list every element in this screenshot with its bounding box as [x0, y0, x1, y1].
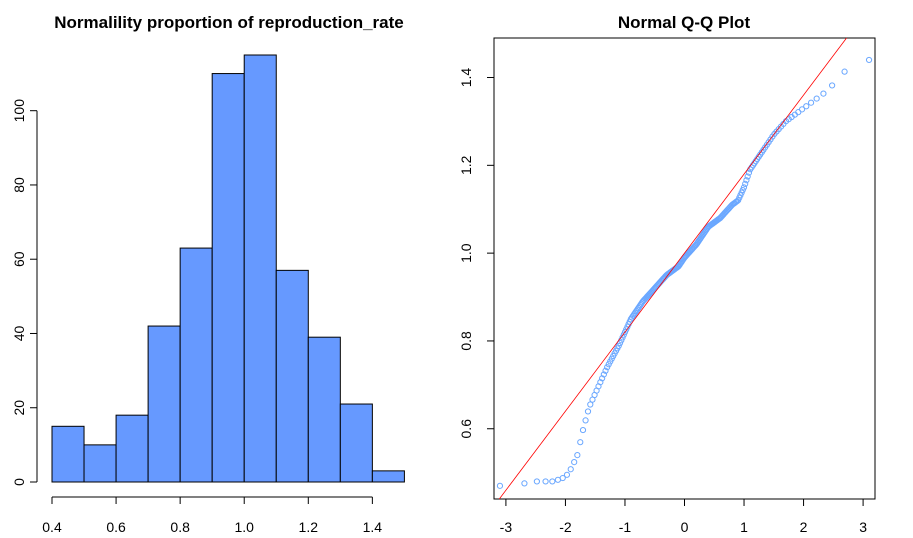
qq-x-tick-label: 1: [740, 519, 748, 535]
qq-x-tick-label: -3: [500, 519, 513, 535]
histogram-bars: [51, 54, 405, 483]
qq-point: [582, 417, 589, 424]
histogram-y-tick-label: 60: [11, 251, 27, 267]
qq-point: [559, 474, 566, 482]
qq-x-tick-label: -2: [559, 519, 572, 535]
histogram-x-tick-label: 0.4: [42, 519, 62, 535]
qq-point: [616, 339, 624, 347]
qq-y-tick-label: 0.6: [458, 419, 474, 439]
histogram-bar: [83, 444, 117, 483]
qq-point: [579, 426, 587, 434]
qq-point: [587, 401, 594, 408]
qq-point: [829, 82, 836, 89]
qq-y-tick-label: 0.8: [458, 331, 474, 351]
histogram-bar: [51, 425, 85, 483]
qq-x-tick-label: 3: [859, 519, 867, 535]
histogram-bar: [307, 336, 341, 483]
qq-point: [584, 408, 592, 415]
qq-plot-chart: Normal Q-Q Plot -3 -2 -1 0 1 2 3 0.6 0.8 1.0 1.2 1…: [458, 13, 876, 535]
histogram-y-tick-label: 40: [11, 325, 27, 341]
qq-point: [549, 478, 556, 485]
histogram-bar: [179, 247, 213, 483]
qq-point: [740, 184, 748, 191]
qq-point: [571, 459, 578, 466]
qq-point: [542, 478, 549, 485]
histogram-x-tick-label: 1.4: [363, 519, 383, 535]
qq-point: [533, 478, 540, 485]
qq-point: [807, 99, 815, 106]
qq-point: [521, 480, 528, 487]
histogram-x-tick-label: 1.2: [299, 519, 319, 535]
qq-point: [602, 367, 609, 374]
histogram-y-tick-label: 80: [11, 177, 27, 193]
qq-plot-x-axis: -3 -2 -1 0 1 2 3: [500, 499, 867, 535]
qq-x-tick-label: -1: [619, 519, 632, 535]
histogram-y-tick-label: 0: [11, 478, 27, 486]
qq-point: [745, 169, 753, 176]
qq-point: [742, 180, 749, 187]
qq-point: [563, 471, 571, 478]
qq-point: [744, 173, 751, 180]
qq-y-tick-label: 1.2: [458, 155, 474, 175]
qq-point: [599, 375, 606, 382]
qq-point: [813, 95, 820, 102]
qq-point: [600, 371, 607, 378]
histogram-x-tick-label: 1.0: [234, 519, 254, 535]
qq-plot-points: [496, 56, 873, 489]
qq-point: [841, 68, 848, 75]
histogram-x-tick-label: 0.6: [106, 519, 126, 535]
histogram-x-tick-label: 0.8: [170, 519, 190, 535]
histogram-y-tick-label: 20: [11, 400, 27, 416]
qq-y-tick-label: 1.0: [458, 243, 474, 263]
qq-plot-title: Normal Q-Q Plot: [618, 13, 751, 32]
histogram-bar: [243, 54, 277, 483]
histogram-bar: [147, 325, 181, 483]
histogram-bar: [371, 470, 405, 483]
histogram-bar: [115, 414, 149, 483]
qq-point: [577, 439, 584, 446]
histogram-y-tick-label: 100: [11, 99, 27, 123]
qq-point: [803, 103, 810, 110]
qq-point: [574, 452, 581, 459]
qq-point: [567, 466, 574, 473]
qq-x-tick-label: 2: [800, 519, 808, 535]
qq-plot-y-axis: 0.6 0.8 1.0 1.2 1.4: [458, 68, 494, 439]
qq-point: [496, 482, 504, 489]
histogram-chart: Normalility proportion of reproduction_r…: [11, 13, 405, 535]
qq-point: [820, 90, 827, 97]
qq-reference-line: [498, 37, 847, 500]
histogram-bar: [275, 269, 309, 483]
qq-point: [865, 56, 873, 64]
qq-point: [743, 177, 750, 184]
histogram-x-axis: 0.4 0.6 0.8 1.0 1.2 1.4: [42, 496, 383, 535]
histogram-bar: [211, 73, 245, 483]
histogram-bar: [339, 403, 373, 483]
histogram-y-axis: 0 20 40 60 80 100: [11, 99, 38, 486]
qq-x-tick-label: 0: [681, 519, 689, 535]
qq-y-tick-label: 1.4: [458, 68, 474, 88]
histogram-title: Normalility proportion of reproduction_r…: [54, 13, 403, 32]
qq-point: [798, 106, 806, 113]
